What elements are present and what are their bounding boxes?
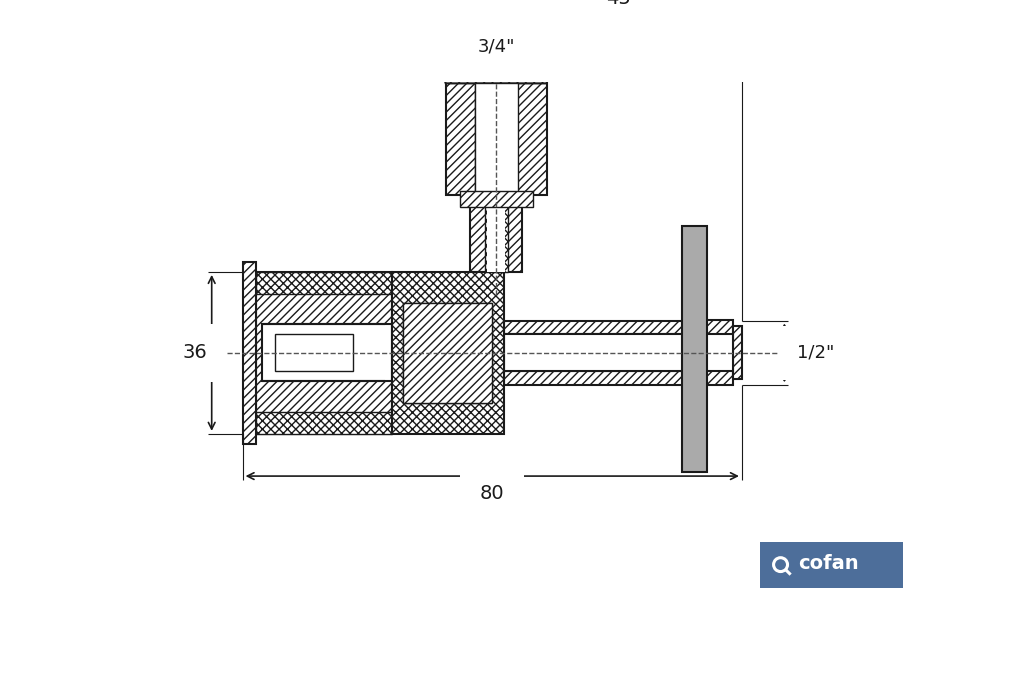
- Bar: [686, 320, 732, 385]
- Bar: [504, 372, 686, 385]
- Bar: [403, 303, 493, 403]
- Bar: [265, 326, 370, 379]
- Bar: [445, 83, 547, 195]
- Bar: [760, 542, 903, 588]
- Bar: [486, 195, 506, 272]
- Bar: [460, 191, 534, 207]
- Bar: [692, 334, 732, 372]
- Bar: [243, 262, 256, 444]
- Bar: [256, 272, 391, 434]
- Bar: [262, 324, 391, 381]
- Bar: [732, 326, 741, 379]
- Bar: [434, 46, 558, 60]
- Bar: [504, 321, 686, 334]
- Text: 45: 45: [606, 0, 632, 8]
- Text: 36: 36: [182, 343, 207, 362]
- Text: 3/4": 3/4": [477, 38, 515, 55]
- Text: 80: 80: [480, 484, 505, 503]
- Bar: [256, 272, 391, 293]
- Bar: [475, 83, 518, 195]
- Polygon shape: [438, 60, 554, 83]
- Bar: [391, 272, 504, 434]
- Bar: [403, 303, 493, 403]
- Bar: [682, 226, 707, 472]
- Text: 1/2": 1/2": [797, 344, 835, 362]
- Bar: [484, 195, 508, 272]
- Bar: [275, 334, 352, 372]
- Bar: [256, 412, 391, 434]
- Bar: [504, 334, 686, 372]
- Text: cofan: cofan: [799, 554, 859, 574]
- Bar: [470, 195, 522, 272]
